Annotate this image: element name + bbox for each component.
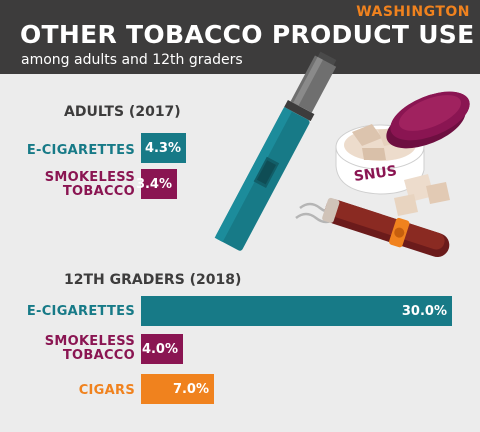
category-label: SMOKELESS TOBACCO bbox=[44, 170, 135, 199]
e-cigarette-icon bbox=[214, 51, 337, 251]
snus-label: SNUS bbox=[353, 163, 398, 185]
page-title: OTHER TOBACCO PRODUCT USE bbox=[20, 20, 475, 49]
category-label: SMOKELESS TOBACCO bbox=[44, 334, 135, 363]
value-label: 4.0% bbox=[141, 341, 178, 357]
bar-adults-smokeless-tobacco: 3.4% bbox=[136, 169, 177, 199]
chart-title-adults: ADULTS (2017) bbox=[64, 104, 181, 120]
bar-adults-e-cigarettes: 4.3% bbox=[141, 133, 186, 163]
value-label: 4.3% bbox=[144, 140, 181, 156]
header-bar: WASHINGTON OTHER TOBACCO PRODUCT USE amo… bbox=[0, 0, 480, 74]
page-subtitle: among adults and 12th graders bbox=[21, 52, 243, 68]
category-label: E-CIGARETTES bbox=[26, 304, 135, 319]
bar-12th-cigars: 7.0% bbox=[141, 374, 214, 404]
category-label: E-CIGARETTES bbox=[26, 143, 135, 158]
cigar-icon bbox=[295, 197, 450, 257]
value-label: 7.0% bbox=[172, 381, 209, 397]
value-label: 30.0% bbox=[401, 303, 447, 319]
snus-tin-icon: SNUS bbox=[335, 91, 470, 216]
category-label: CIGARS bbox=[78, 383, 135, 398]
bar-12th-smokeless-tobacco: 4.0% bbox=[141, 334, 183, 364]
value-label: 3.4% bbox=[135, 176, 172, 192]
bar-12th-e-cigarettes: 30.0% bbox=[141, 296, 452, 326]
state-label: WASHINGTON bbox=[356, 4, 470, 20]
chart-title-12th-graders: 12TH GRADERS (2018) bbox=[64, 272, 242, 288]
